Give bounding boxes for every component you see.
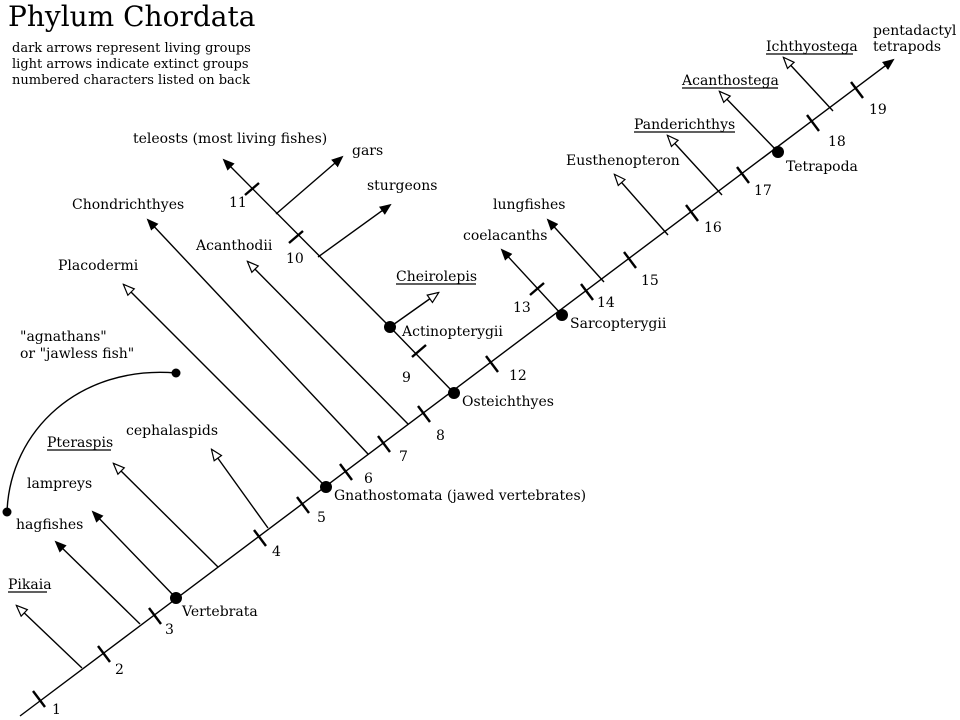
branch-cephalaspids bbox=[212, 450, 269, 529]
taxon-label-sturgeons: sturgeons bbox=[367, 178, 437, 194]
taxon-label-lampreys: lampreys bbox=[27, 476, 92, 492]
tick-14 bbox=[580, 283, 594, 301]
tick-6 bbox=[339, 463, 353, 481]
branch-hagfishes bbox=[54, 540, 141, 625]
clade-label-gnathostomata: Gnathostomata (jawed vertebrates) bbox=[334, 488, 586, 504]
tick-2 bbox=[97, 645, 111, 663]
character-number-11: 11 bbox=[229, 195, 247, 211]
branch-ichthyostega bbox=[784, 58, 834, 112]
character-number-12: 12 bbox=[509, 368, 527, 384]
tick-8 bbox=[417, 405, 431, 423]
tick-12 bbox=[485, 355, 499, 373]
character-number-2: 2 bbox=[115, 662, 124, 678]
taxon-label-acanthodii: Acanthodii bbox=[195, 238, 273, 254]
taxon-label-gars: gars bbox=[352, 143, 383, 159]
taxon-label-tetrapods: tetrapods bbox=[873, 39, 941, 55]
branch-panderichthys bbox=[668, 136, 723, 196]
branch-eusthenopteron bbox=[615, 175, 669, 236]
tick-18 bbox=[806, 114, 820, 132]
tick-15 bbox=[623, 251, 637, 269]
taxon-label-teleosts: teleosts (most living fishes) bbox=[133, 131, 327, 147]
branch-chondrichthyes bbox=[146, 218, 369, 455]
clade-label-sarcopterygii: Sarcopterygii bbox=[570, 316, 667, 332]
character-number-13: 13 bbox=[513, 300, 531, 316]
node-actinopterygii bbox=[384, 321, 396, 333]
taxon-label-panderichthys: Panderichthys bbox=[634, 117, 735, 133]
node-sarcopterygii bbox=[556, 309, 568, 321]
taxon-label-chondrichthyes: Chondrichthyes bbox=[72, 197, 184, 213]
agnathans-bracket-start bbox=[2, 507, 12, 517]
character-number-1: 1 bbox=[52, 702, 61, 718]
clade-label-vertebrata: Vertebrata bbox=[181, 604, 258, 620]
clade-label-osteichthyes: Osteichthyes bbox=[462, 394, 554, 410]
branch-acanthostega bbox=[720, 92, 779, 153]
tick-13 bbox=[529, 282, 545, 296]
character-number-9: 9 bbox=[402, 370, 411, 386]
branch-placodermi bbox=[124, 285, 327, 488]
taxon-label-jawless-fish: or "jawless fish" bbox=[20, 346, 134, 362]
tick-10 bbox=[288, 230, 304, 244]
page-title: Phylum Chordata bbox=[8, 0, 255, 33]
clade-label-actinopterygii: Actinopterygii bbox=[401, 324, 503, 340]
taxon-label-hagfishes: hagfishes bbox=[16, 517, 83, 533]
branch-actinopterygii-stem bbox=[389, 326, 455, 394]
character-number-10: 10 bbox=[286, 251, 304, 267]
agnathans-bracket bbox=[6, 371, 177, 513]
character-number-18: 18 bbox=[828, 134, 846, 150]
tick-5 bbox=[296, 496, 310, 514]
character-number-17: 17 bbox=[754, 183, 772, 199]
tick-3 bbox=[148, 607, 162, 625]
tick-19 bbox=[850, 81, 864, 99]
character-number-6: 6 bbox=[364, 471, 373, 487]
taxon-label-pentadactyl: pentadactyl bbox=[873, 23, 957, 39]
taxon-label-eusthenopteron: Eusthenopteron bbox=[566, 153, 680, 169]
legend-line-1: dark arrows represent living groups bbox=[12, 41, 251, 56]
branch-gars bbox=[275, 155, 344, 215]
taxon-label-placodermi: Placodermi bbox=[58, 258, 139, 274]
taxon-label-pikaia: Pikaia bbox=[8, 577, 52, 593]
node-tetrapoda bbox=[772, 146, 784, 158]
character-number-4: 4 bbox=[272, 544, 281, 560]
taxon-label-cheirolepis: Cheirolepis bbox=[396, 269, 477, 285]
branch-lungfishes bbox=[546, 218, 605, 283]
taxon-label-pteraspis: Pteraspis bbox=[47, 435, 113, 451]
character-number-8: 8 bbox=[436, 428, 445, 444]
branch-acanthodii bbox=[248, 262, 409, 425]
character-number-19: 19 bbox=[869, 102, 887, 118]
taxon-label-ichthyostega: Ichthyostega bbox=[766, 39, 858, 55]
character-number-7: 7 bbox=[399, 449, 408, 465]
branch-cheirolepis bbox=[389, 293, 438, 328]
node-osteichthyes bbox=[448, 387, 460, 399]
tick-17 bbox=[736, 166, 750, 184]
taxon-label-coelacanths: coelacanths bbox=[463, 228, 547, 244]
tick-11 bbox=[244, 182, 260, 196]
clade-label-tetrapoda: Tetrapoda bbox=[786, 159, 858, 175]
character-ticks bbox=[32, 81, 864, 708]
character-number-14: 14 bbox=[597, 295, 615, 311]
branch-sturgeons bbox=[317, 203, 392, 258]
node-vertebrata bbox=[170, 592, 182, 604]
tick-7 bbox=[377, 435, 391, 453]
character-number-16: 16 bbox=[704, 220, 722, 236]
tick-1 bbox=[32, 690, 46, 708]
branch-coelacanths bbox=[500, 248, 563, 316]
taxon-label-lungfishes: lungfishes bbox=[493, 197, 565, 213]
branch-pikaia bbox=[17, 606, 83, 669]
taxon-label-acanthostega: Acanthostega bbox=[681, 73, 779, 89]
tick-9 bbox=[411, 344, 427, 358]
taxon-label-cephalaspids: cephalaspids bbox=[126, 423, 218, 439]
tick-4 bbox=[253, 529, 267, 547]
character-number-5: 5 bbox=[317, 510, 326, 526]
legend-line-3: numbered characters listed on back bbox=[12, 73, 250, 88]
branch-lampreys bbox=[91, 510, 177, 599]
node-gnathostomata bbox=[320, 481, 332, 493]
agnathans-bracket-end bbox=[171, 368, 181, 378]
character-number-3: 3 bbox=[165, 622, 174, 638]
taxon-label-agnathans: "agnathans" bbox=[20, 329, 107, 345]
legend-line-2: light arrows indicate extinct groups bbox=[12, 57, 249, 72]
branch-pteraspis bbox=[114, 464, 219, 568]
character-number-15: 15 bbox=[641, 273, 659, 289]
tick-16 bbox=[685, 204, 699, 222]
